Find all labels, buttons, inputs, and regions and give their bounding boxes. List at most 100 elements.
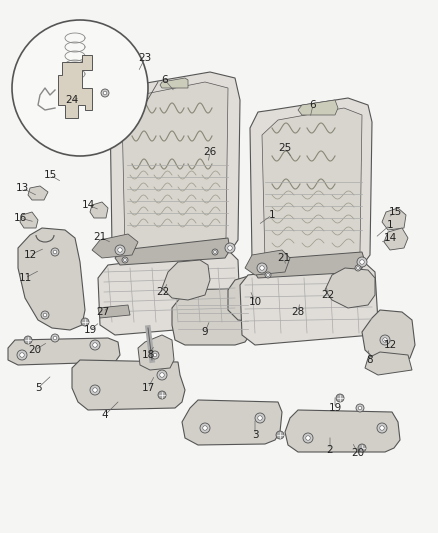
- Circle shape: [103, 91, 107, 95]
- Polygon shape: [172, 288, 252, 345]
- Text: 14: 14: [383, 233, 397, 243]
- Circle shape: [267, 273, 269, 276]
- Circle shape: [358, 406, 362, 410]
- Circle shape: [51, 248, 59, 256]
- Polygon shape: [182, 400, 282, 445]
- Polygon shape: [122, 82, 228, 258]
- Polygon shape: [98, 250, 240, 335]
- Polygon shape: [262, 108, 362, 270]
- Circle shape: [24, 336, 32, 344]
- Circle shape: [118, 248, 122, 252]
- Circle shape: [357, 266, 359, 269]
- Circle shape: [255, 413, 265, 423]
- Text: 4: 4: [102, 410, 108, 420]
- Text: 13: 13: [15, 183, 28, 193]
- Circle shape: [265, 272, 271, 278]
- Circle shape: [153, 353, 157, 357]
- Circle shape: [228, 246, 232, 251]
- Circle shape: [151, 351, 159, 359]
- Circle shape: [41, 311, 49, 319]
- Circle shape: [357, 257, 367, 267]
- Text: 19: 19: [83, 325, 97, 335]
- Text: 11: 11: [18, 273, 32, 283]
- Polygon shape: [245, 250, 290, 275]
- Circle shape: [358, 444, 366, 452]
- Text: 20: 20: [28, 345, 42, 355]
- Polygon shape: [384, 228, 408, 250]
- Circle shape: [158, 391, 166, 399]
- Polygon shape: [382, 208, 406, 230]
- Circle shape: [53, 336, 57, 340]
- Circle shape: [203, 426, 207, 430]
- Text: 12: 12: [23, 250, 37, 260]
- Text: 14: 14: [81, 200, 95, 210]
- Text: 1: 1: [387, 220, 393, 230]
- Circle shape: [20, 353, 24, 357]
- Circle shape: [356, 404, 364, 412]
- Circle shape: [17, 350, 27, 360]
- Circle shape: [122, 257, 128, 263]
- Polygon shape: [240, 262, 378, 345]
- Polygon shape: [8, 338, 120, 365]
- Circle shape: [12, 20, 148, 156]
- Polygon shape: [98, 305, 130, 318]
- Text: 8: 8: [367, 355, 373, 365]
- Circle shape: [225, 243, 235, 253]
- Circle shape: [303, 433, 313, 443]
- Polygon shape: [298, 100, 338, 115]
- Circle shape: [306, 436, 310, 440]
- Circle shape: [90, 385, 100, 395]
- Circle shape: [360, 260, 364, 264]
- Text: 10: 10: [248, 297, 261, 307]
- Circle shape: [260, 266, 264, 270]
- Text: 28: 28: [291, 307, 304, 317]
- Text: 22: 22: [321, 290, 335, 300]
- Circle shape: [257, 263, 267, 273]
- Text: 17: 17: [141, 383, 155, 393]
- Text: 18: 18: [141, 350, 155, 360]
- Polygon shape: [325, 268, 375, 308]
- Text: 21: 21: [93, 232, 106, 242]
- Circle shape: [214, 251, 216, 253]
- Circle shape: [380, 335, 390, 345]
- Circle shape: [51, 334, 59, 342]
- Text: 16: 16: [14, 213, 27, 223]
- Polygon shape: [285, 410, 400, 452]
- Text: 23: 23: [138, 53, 152, 63]
- Text: 24: 24: [65, 95, 79, 105]
- Text: 1: 1: [268, 210, 276, 220]
- Text: 19: 19: [328, 403, 342, 413]
- Polygon shape: [90, 202, 108, 218]
- Polygon shape: [58, 55, 92, 118]
- Text: 25: 25: [279, 143, 292, 153]
- Text: 9: 9: [201, 327, 208, 337]
- Circle shape: [101, 89, 109, 97]
- Circle shape: [258, 416, 262, 420]
- Circle shape: [355, 265, 361, 271]
- Text: 5: 5: [35, 383, 41, 393]
- Text: 26: 26: [203, 147, 217, 157]
- Circle shape: [53, 250, 57, 254]
- Polygon shape: [365, 352, 412, 375]
- Circle shape: [336, 394, 344, 402]
- Text: 6: 6: [162, 75, 168, 85]
- Text: 6: 6: [310, 100, 316, 110]
- Text: 3: 3: [252, 430, 258, 440]
- Polygon shape: [92, 234, 138, 258]
- Polygon shape: [162, 260, 210, 300]
- Circle shape: [377, 423, 387, 433]
- Polygon shape: [250, 98, 372, 280]
- Circle shape: [43, 313, 47, 317]
- Polygon shape: [28, 186, 48, 200]
- Polygon shape: [18, 228, 85, 330]
- Polygon shape: [20, 212, 38, 228]
- Circle shape: [81, 318, 89, 326]
- Text: 15: 15: [389, 207, 402, 217]
- Circle shape: [93, 387, 97, 392]
- Circle shape: [380, 426, 384, 430]
- Polygon shape: [228, 272, 275, 322]
- Circle shape: [157, 370, 167, 380]
- Polygon shape: [362, 310, 415, 365]
- Text: 21: 21: [277, 253, 291, 263]
- Circle shape: [90, 340, 100, 350]
